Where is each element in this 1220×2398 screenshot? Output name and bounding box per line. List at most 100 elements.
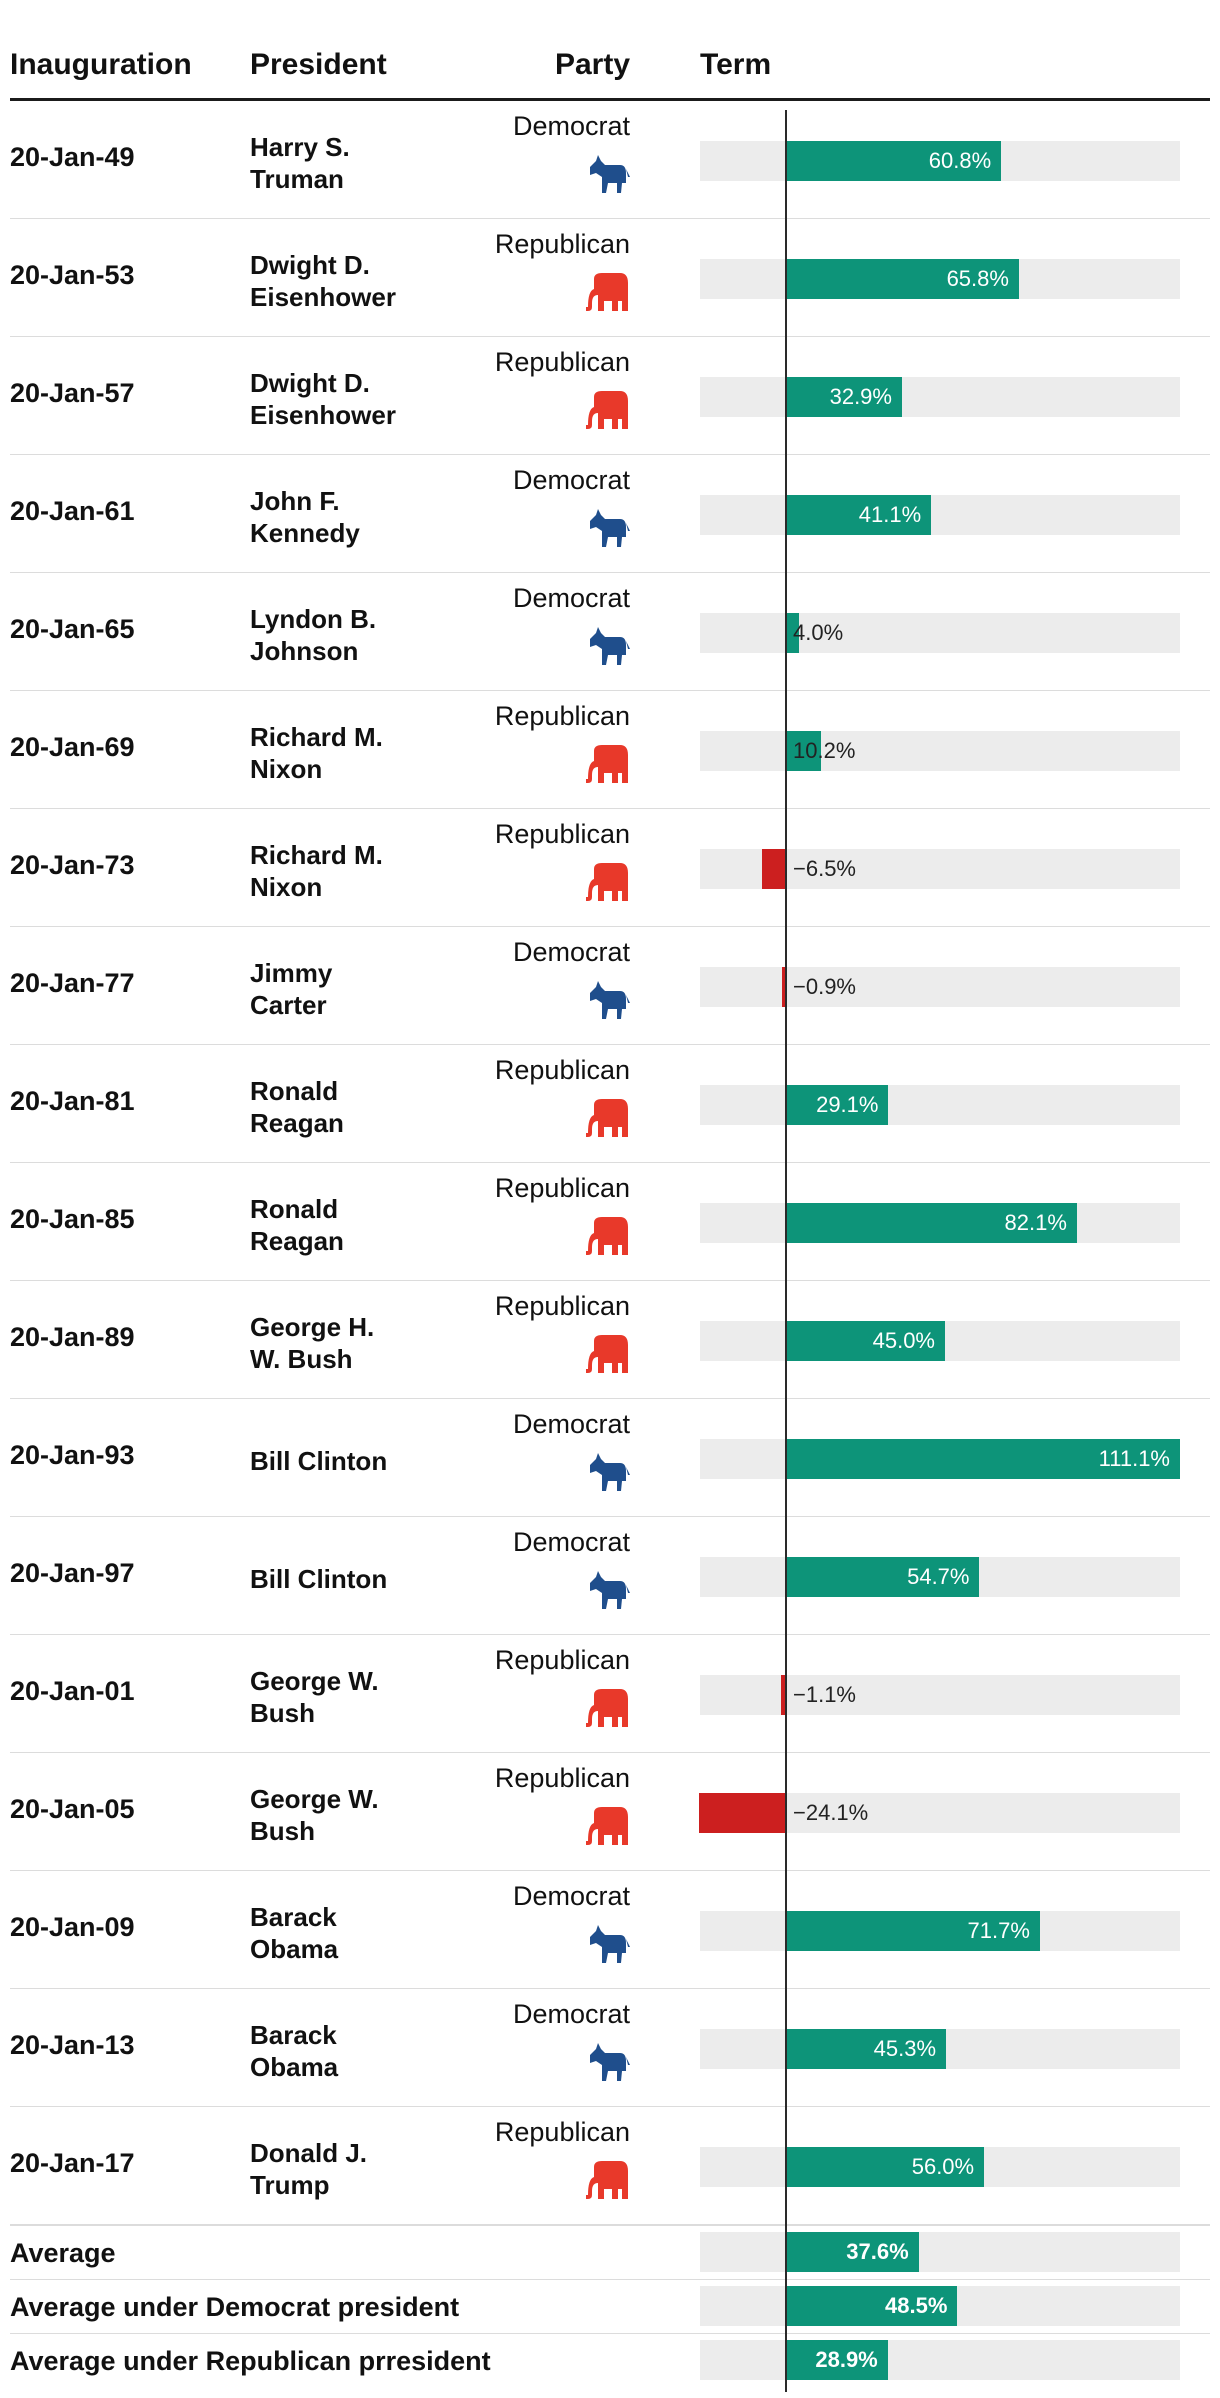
party-label: Republican bbox=[494, 819, 630, 849]
row-divider bbox=[10, 1280, 1210, 1281]
inauguration-date: 20-Jan-77 bbox=[10, 968, 135, 998]
header-rule bbox=[10, 98, 1210, 101]
value-bar bbox=[785, 2029, 947, 2069]
party-label: Democrat bbox=[512, 111, 630, 141]
row-divider bbox=[10, 1162, 1210, 1163]
inauguration-date: 20-Jan-97 bbox=[10, 1558, 135, 1588]
value-label: −1.1% bbox=[793, 1682, 856, 1707]
value-label: 56.0% bbox=[911, 2154, 975, 2179]
party-label: Democrat bbox=[512, 583, 630, 613]
party-label: Republican bbox=[494, 1763, 630, 1793]
bar-track: 32.9% bbox=[700, 377, 1180, 417]
row-divider bbox=[10, 2279, 1210, 2280]
average-label: Average bbox=[10, 2238, 116, 2268]
value-label: 29.1% bbox=[816, 1092, 879, 1117]
row-divider bbox=[10, 572, 1210, 573]
elephant-icon bbox=[586, 273, 628, 311]
bar-track: 10.2% bbox=[700, 731, 1180, 771]
value-label: 28.9% bbox=[815, 2347, 878, 2372]
value-bar bbox=[785, 495, 932, 535]
value-bar bbox=[785, 1911, 1040, 1951]
table-row: 20-Jan-61 John F. Kennedy Democrat 41.1% bbox=[10, 455, 1210, 573]
party-label: Democrat bbox=[512, 937, 630, 967]
zero-axis-line bbox=[785, 110, 787, 2392]
donkey-icon bbox=[590, 155, 630, 193]
president-name: John F. Kennedy bbox=[250, 486, 360, 548]
value-label: 60.8% bbox=[928, 148, 992, 173]
value-bar bbox=[785, 613, 800, 653]
value-bar bbox=[785, 731, 822, 771]
value-label: 45.0% bbox=[872, 1328, 935, 1353]
row-divider bbox=[10, 1634, 1210, 1635]
inauguration-date: 20-Jan-01 bbox=[10, 1676, 135, 1706]
inauguration-date: 20-Jan-61 bbox=[10, 496, 135, 526]
row-divider bbox=[10, 808, 1210, 809]
table-row: 20-Jan-93 Bill Clinton Democrat 111.1% bbox=[10, 1399, 1210, 1517]
inauguration-date: 20-Jan-57 bbox=[10, 378, 135, 408]
average-label: Average under Republican prresident bbox=[10, 2346, 491, 2376]
bar-track: 56.0% bbox=[700, 2147, 1180, 2187]
value-label: 37.6% bbox=[846, 2239, 909, 2264]
donkey-icon bbox=[590, 509, 630, 547]
table-header: Inauguration President Party Term bbox=[10, 40, 1210, 100]
inauguration-date: 20-Jan-05 bbox=[10, 1794, 135, 1824]
inauguration-date: 20-Jan-93 bbox=[10, 1440, 135, 1470]
president-name: Jimmy Carter bbox=[250, 958, 333, 1020]
value-bar bbox=[785, 1321, 945, 1361]
donkey-icon bbox=[590, 1571, 630, 1609]
president-name: George W. Bush bbox=[250, 1784, 379, 1846]
party-label: Republican bbox=[494, 1645, 630, 1675]
inauguration-date: 20-Jan-89 bbox=[10, 1322, 135, 1352]
table-row: 20-Jan-65 Lyndon B. Johnson Democrat 4.0% bbox=[10, 573, 1210, 691]
bar-track: 60.8% bbox=[700, 141, 1180, 181]
elephant-icon bbox=[586, 1689, 628, 1727]
value-label: 65.8% bbox=[946, 266, 1009, 291]
elephant-icon bbox=[586, 745, 628, 783]
value-bar bbox=[785, 259, 1019, 299]
inauguration-date: 20-Jan-65 bbox=[10, 614, 135, 644]
row-divider bbox=[10, 1516, 1210, 1517]
value-bar bbox=[785, 1085, 889, 1125]
president-name: Barack Obama bbox=[250, 1902, 339, 1964]
president-name: George W. Bush bbox=[250, 1666, 379, 1728]
elephant-icon bbox=[586, 863, 628, 901]
table-row: 20-Jan-05 George W. Bush Republican −24.1% bbox=[10, 1753, 1210, 1871]
president-name: Lyndon B. Johnson bbox=[250, 604, 377, 666]
party-label: Democrat bbox=[512, 465, 630, 495]
president-name: Barack Obama bbox=[250, 2020, 339, 2082]
bar-track: 28.9% bbox=[700, 2340, 1180, 2380]
row-divider bbox=[10, 2333, 1210, 2334]
value-bar bbox=[699, 1793, 785, 1833]
inauguration-date: 20-Jan-73 bbox=[10, 850, 135, 880]
bar-track: 45.0% bbox=[700, 1321, 1180, 1361]
value-label: 54.7% bbox=[907, 1564, 970, 1589]
row-divider bbox=[10, 2225, 1210, 2226]
donkey-icon bbox=[590, 2043, 630, 2081]
average-row: Average under Democrat president 48.5% bbox=[10, 2279, 1210, 2333]
bar-track: −1.1% bbox=[700, 1675, 1180, 1715]
value-label: 41.1% bbox=[858, 502, 922, 527]
president-name: Donald J. Trump bbox=[250, 2138, 368, 2200]
bar-track: −0.9% bbox=[700, 967, 1180, 1007]
party-label: Republican bbox=[494, 1173, 630, 1203]
bar-track: 37.6% bbox=[700, 2232, 1180, 2272]
table-row: 20-Jan-57 Dwight D. Eisenhower Republican 32… bbox=[10, 337, 1210, 455]
value-bar bbox=[785, 2340, 888, 2380]
inauguration-date: 20-Jan-49 bbox=[10, 142, 135, 172]
party-label: Republican bbox=[494, 347, 630, 377]
table-row: 20-Jan-81 Ronald Reagan Republican 29.1% bbox=[10, 1045, 1210, 1163]
party-label: Democrat bbox=[512, 1999, 630, 2029]
table-row: 20-Jan-49 Harry S. Truman Democrat 60.8% bbox=[10, 101, 1210, 219]
row-divider bbox=[10, 1044, 1210, 1045]
president-name: Bill Clinton bbox=[250, 1446, 388, 1476]
president-name: Ronald Reagan bbox=[250, 1194, 344, 1256]
party-label: Republican bbox=[494, 229, 630, 259]
row-divider bbox=[10, 1398, 1210, 1399]
donkey-icon bbox=[590, 1453, 630, 1491]
president-name: Dwight D. Eisenhower bbox=[250, 368, 396, 430]
bar-track: 82.1% bbox=[700, 1203, 1180, 1243]
bar-track: 54.7% bbox=[700, 1557, 1180, 1597]
bar-track: 71.7% bbox=[700, 1911, 1180, 1951]
value-label: 48.5% bbox=[885, 2293, 948, 2318]
row-divider bbox=[10, 2224, 1210, 2225]
